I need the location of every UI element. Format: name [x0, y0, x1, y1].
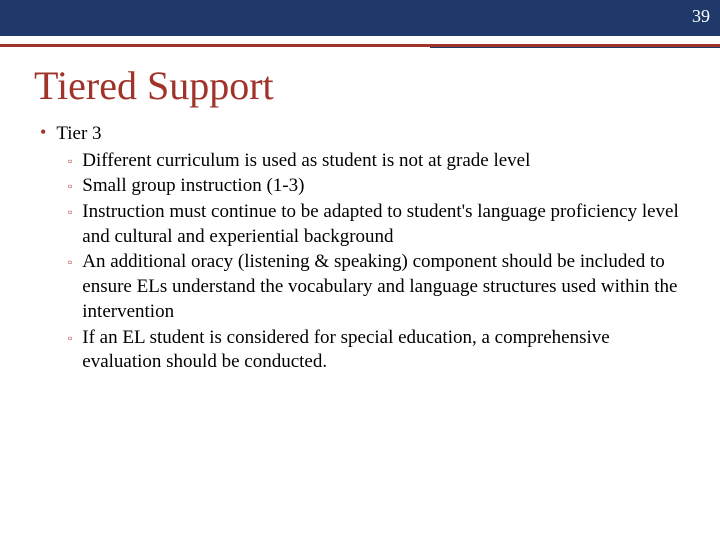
bullet-level2: ▫ Small group instruction (1-3) — [68, 174, 680, 199]
slide-title: Tiered Support — [34, 62, 274, 109]
bullet-text-l2: Instruction must continue to be adapted … — [82, 200, 680, 249]
bullet-level1: • Tier 3 — [40, 122, 680, 147]
bullet-level2: ▫ Different curriculum is used as studen… — [68, 149, 680, 174]
bullet-level2: ▫ If an EL student is considered for spe… — [68, 326, 680, 375]
bullet-text-l2: If an EL student is considered for speci… — [82, 326, 680, 375]
bullet-level2: ▫ An additional oracy (listening & speak… — [68, 250, 680, 324]
slide: 39 Tiered Support • Tier 3 ▫ Different c… — [0, 0, 720, 540]
bullet-marker-l2: ▫ — [68, 206, 72, 218]
bullet-marker-l2: ▫ — [68, 332, 72, 344]
bullet-text-l1: Tier 3 — [56, 122, 680, 147]
bullet-level2: ▫ Instruction must continue to be adapte… — [68, 200, 680, 249]
bullet-marker-l1: • — [40, 122, 46, 144]
bullet-marker-l2: ▫ — [68, 256, 72, 268]
bullet-marker-l2: ▫ — [68, 155, 72, 167]
bullet-text-l2: Small group instruction (1-3) — [82, 174, 680, 199]
slide-content: • Tier 3 ▫ Different curriculum is used … — [40, 122, 680, 376]
bullet-text-l2: Different curriculum is used as student … — [82, 149, 680, 174]
bullet-marker-l2: ▫ — [68, 180, 72, 192]
bullet-text-l2: An additional oracy (listening & speakin… — [82, 250, 680, 324]
header-bar — [0, 0, 720, 36]
page-number: 39 — [692, 6, 710, 27]
header-gap — [0, 36, 720, 44]
header-accent-line — [0, 44, 720, 47]
